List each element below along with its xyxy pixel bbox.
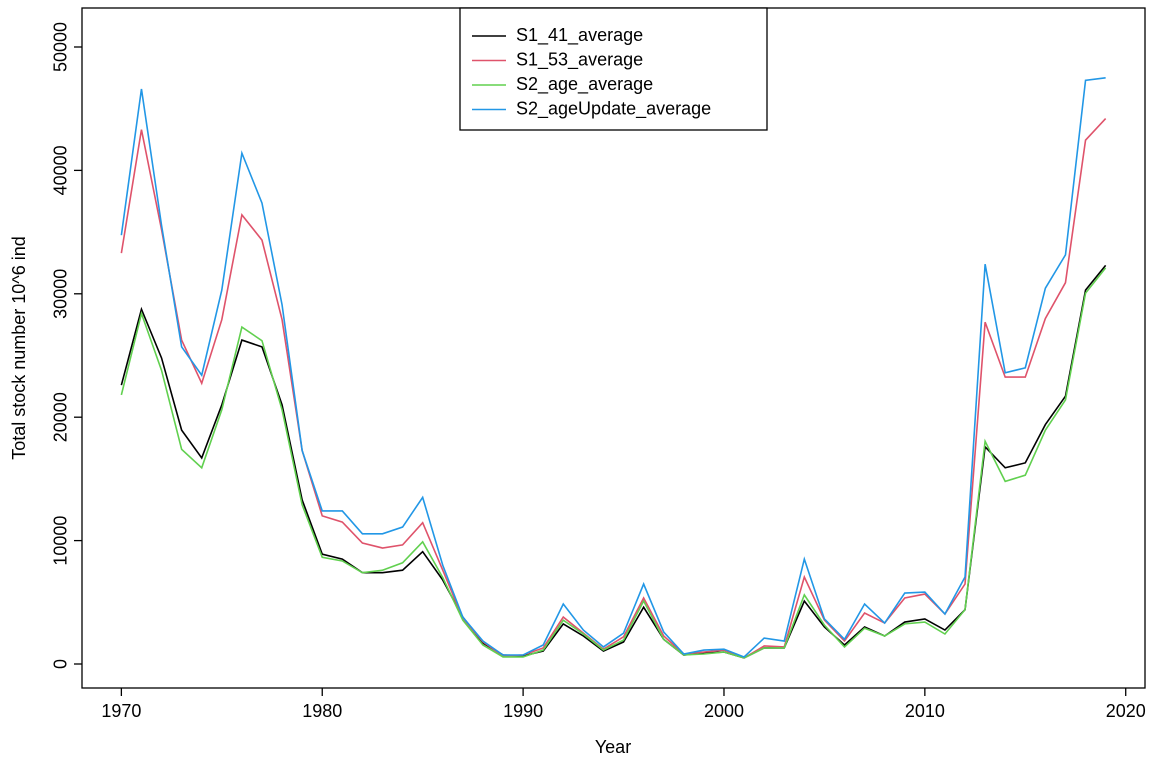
y-tick-label: 0 — [51, 659, 71, 669]
legend-label: S2_age_average — [516, 74, 653, 95]
y-tick-label: 50000 — [51, 22, 71, 72]
x-tick-label: 1990 — [503, 701, 543, 721]
series-line — [120, 118, 1107, 659]
x-tick-label: 1980 — [302, 701, 342, 721]
y-axis-title: Total stock number 10^6 ind — [9, 236, 29, 460]
legend-label: S2_ageUpdate_average — [516, 98, 711, 119]
legend-box — [459, 7, 768, 131]
x-tick-label: 2000 — [704, 701, 744, 721]
series-line — [120, 77, 1106, 658]
y-tick-label: 30000 — [51, 269, 71, 319]
legend-label: S1_41_average — [516, 25, 643, 46]
y-tick-label: 10000 — [51, 516, 71, 566]
x-tick-label: 2020 — [1106, 701, 1146, 721]
x-tick-label: 2010 — [905, 701, 945, 721]
series-line — [120, 267, 1107, 659]
series-line — [120, 264, 1107, 659]
x-axis-title: Year — [595, 737, 631, 757]
legend-label: S1_53_average — [516, 49, 643, 70]
x-tick-label: 1970 — [101, 701, 141, 721]
y-tick-label: 20000 — [51, 392, 71, 442]
y-tick-label: 40000 — [51, 145, 71, 195]
